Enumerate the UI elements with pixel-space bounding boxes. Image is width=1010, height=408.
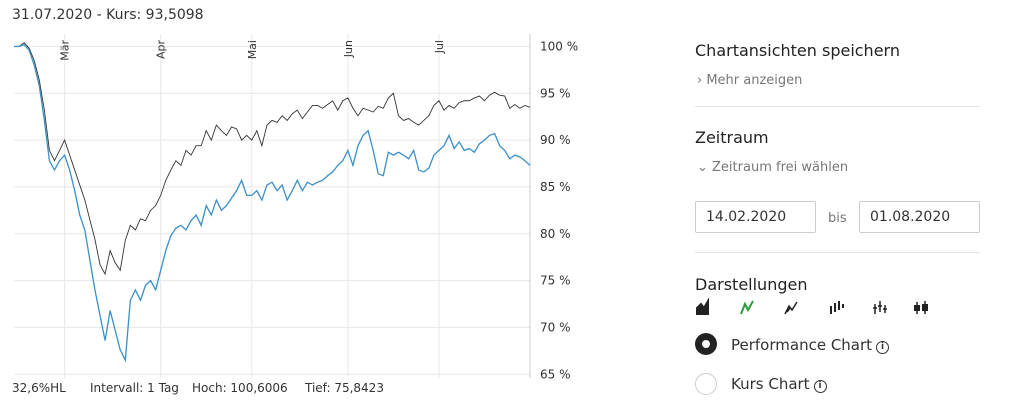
label: Performance Chart [731, 336, 873, 354]
radio-label: Performance Chart i [731, 336, 890, 354]
candle-body [914, 305, 920, 311]
chart: 65 % 70 % 75 % 80 % 85 % 90 % 95 % 100 % Mär Apr M… [14, 34, 578, 381]
more-link[interactable]: › Mehr anzeigen [697, 73, 802, 88]
line-icon[interactable] [740, 300, 754, 315]
footer-range: 32,6%HL [12, 381, 66, 395]
footer-interval: Intervall: 1 Tag [90, 381, 179, 395]
y-tick-label: 95 % [540, 86, 571, 100]
x-tick-label: Mär [59, 40, 72, 61]
y-tick-label: 90 % [540, 133, 571, 147]
view-icons [696, 298, 928, 315]
info-icon[interactable]: i [876, 341, 890, 354]
link-text: Mehr anzeigen [706, 73, 803, 88]
x-tick-label: Apr [155, 40, 168, 60]
heading: Chartansichten speichern [695, 41, 900, 60]
radio-label: Kurs Chart i [731, 375, 827, 393]
chevron: › [697, 73, 707, 88]
chart-header: 31.07.2020 - Kurs: 93,5098 [12, 7, 204, 23]
y-tick-label: 75 % [540, 274, 571, 288]
x-tick-label: Jun [342, 40, 355, 58]
footer-low: Tief: 75,8423 [305, 381, 384, 395]
label: Kurs Chart [731, 375, 810, 393]
heading: Zeitraum [695, 128, 769, 147]
footer-high: Hoch: 100,6006 [192, 381, 288, 395]
y-tick-label: 100 % [540, 39, 578, 53]
y-tick-label: 85 % [540, 180, 571, 194]
ohlc-icon[interactable] [830, 301, 844, 314]
line-series [14, 42, 531, 276]
radio-selected[interactable] [695, 333, 717, 355]
separator [695, 252, 980, 253]
date-input[interactable]: 14.02.2020 [695, 201, 816, 233]
x-tick-label: Jul [433, 40, 446, 54]
toggle-text: Zeitraum frei wählen [712, 160, 849, 175]
period-toggle[interactable]: ⌄ Zeitraum frei wählen [697, 160, 848, 175]
area-icon[interactable] [696, 298, 709, 315]
y-tick-label: 70 % [540, 320, 571, 334]
line-series [14, 43, 531, 363]
radio-dot [702, 340, 710, 348]
info-icon[interactable]: i [813, 380, 827, 393]
between: bis [828, 211, 847, 226]
radio[interactable] [695, 373, 717, 395]
heading: Darstellungen [695, 275, 808, 294]
date-input[interactable]: 01.08.2020 [859, 201, 980, 233]
y-tick-label: 65 % [540, 367, 571, 381]
bar-icon[interactable] [873, 301, 887, 314]
line2-icon[interactable] [784, 301, 798, 315]
chevron: ⌄ [697, 160, 713, 175]
y-tick-label: 80 % [540, 227, 571, 241]
candle-body [922, 304, 928, 311]
separator [695, 106, 980, 107]
x-tick-label: Mai [246, 40, 259, 59]
